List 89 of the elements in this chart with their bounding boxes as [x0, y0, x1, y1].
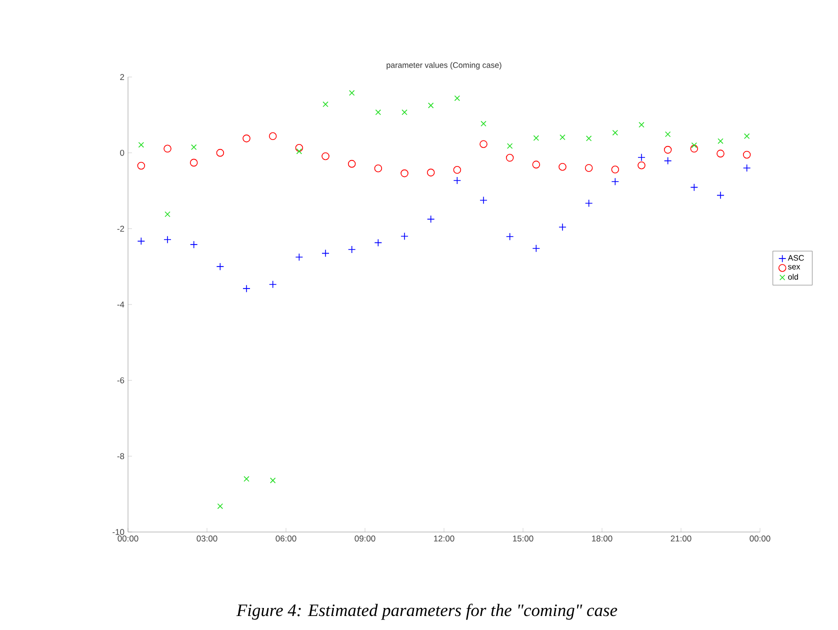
point: [295, 144, 304, 152]
point: [532, 244, 540, 252]
point: [584, 199, 593, 208]
point: [217, 503, 224, 510]
point: [348, 90, 355, 96]
point: [664, 146, 672, 154]
point: [348, 160, 356, 168]
point: [480, 120, 486, 127]
y-tick-label: 2: [120, 74, 124, 80]
point: [190, 144, 197, 150]
point: [137, 237, 146, 246]
x-tick-label: 18:00: [592, 536, 612, 542]
point: [453, 176, 462, 184]
point: [190, 240, 198, 248]
point: [691, 142, 698, 148]
point: [480, 140, 488, 148]
x-tick-label: 12:00: [434, 536, 454, 542]
point: [506, 143, 513, 149]
point: [426, 215, 435, 224]
y-tick-label: -6: [117, 377, 124, 384]
point: [375, 109, 382, 116]
point: [270, 478, 276, 484]
point: [216, 148, 224, 157]
point: [268, 280, 277, 288]
point: [137, 162, 146, 170]
y-tick-label: 0: [120, 150, 124, 156]
y-tick-label: -10: [112, 529, 124, 535]
point: [216, 262, 224, 270]
point: [638, 161, 646, 170]
point: [560, 134, 566, 140]
point: [506, 232, 514, 241]
y-tick-label: -4: [117, 302, 124, 308]
x-tick-label: 03:00: [196, 536, 218, 542]
point: [402, 109, 408, 116]
x-tick-label: 21:00: [670, 536, 692, 542]
point: [164, 144, 172, 153]
point: [611, 166, 620, 174]
point: [296, 148, 302, 154]
point: [480, 196, 488, 204]
x-tick-label: 15:00: [513, 536, 534, 542]
point: [164, 236, 172, 244]
point: [664, 131, 671, 138]
point: [374, 238, 382, 247]
point: [190, 158, 198, 167]
point: [718, 138, 724, 144]
caption: Figure 4: Estimated parameters for the "coming" case: [236, 604, 618, 620]
point: [742, 150, 751, 159]
y-tick-label: -2: [117, 226, 124, 232]
point: [612, 130, 618, 136]
x-tick-label: 00:00: [750, 536, 770, 542]
point: [690, 183, 698, 192]
point: [558, 223, 566, 232]
point: [295, 253, 304, 261]
point: [611, 178, 620, 186]
point: [533, 135, 540, 141]
point: [426, 168, 435, 176]
point: [638, 122, 644, 128]
point: [716, 150, 724, 158]
point: [348, 246, 356, 254]
point: [506, 154, 514, 162]
x-tick-label: 00:00: [118, 536, 138, 542]
point: [638, 153, 646, 162]
point: [664, 156, 672, 165]
point: [453, 166, 462, 174]
point: [374, 164, 382, 172]
point: [400, 169, 408, 178]
point: [400, 232, 408, 240]
x-tick-label: 06:00: [276, 536, 296, 542]
point: [558, 162, 566, 171]
point: [584, 164, 593, 172]
point: [744, 133, 750, 140]
x-tick-label: 09:00: [354, 536, 376, 542]
point: [242, 284, 250, 292]
point: [532, 160, 540, 168]
point: [242, 134, 250, 142]
point: [690, 144, 698, 153]
point: [716, 191, 724, 200]
point: [244, 476, 250, 482]
point: [322, 152, 330, 160]
point: [454, 95, 460, 102]
point: [138, 142, 144, 148]
point: [742, 164, 751, 172]
point: [164, 211, 170, 218]
point: [586, 136, 592, 142]
point: [322, 101, 328, 108]
y-tick-label: -8: [117, 453, 124, 460]
point: [428, 102, 434, 108]
point: [268, 132, 277, 140]
point: [322, 249, 330, 258]
